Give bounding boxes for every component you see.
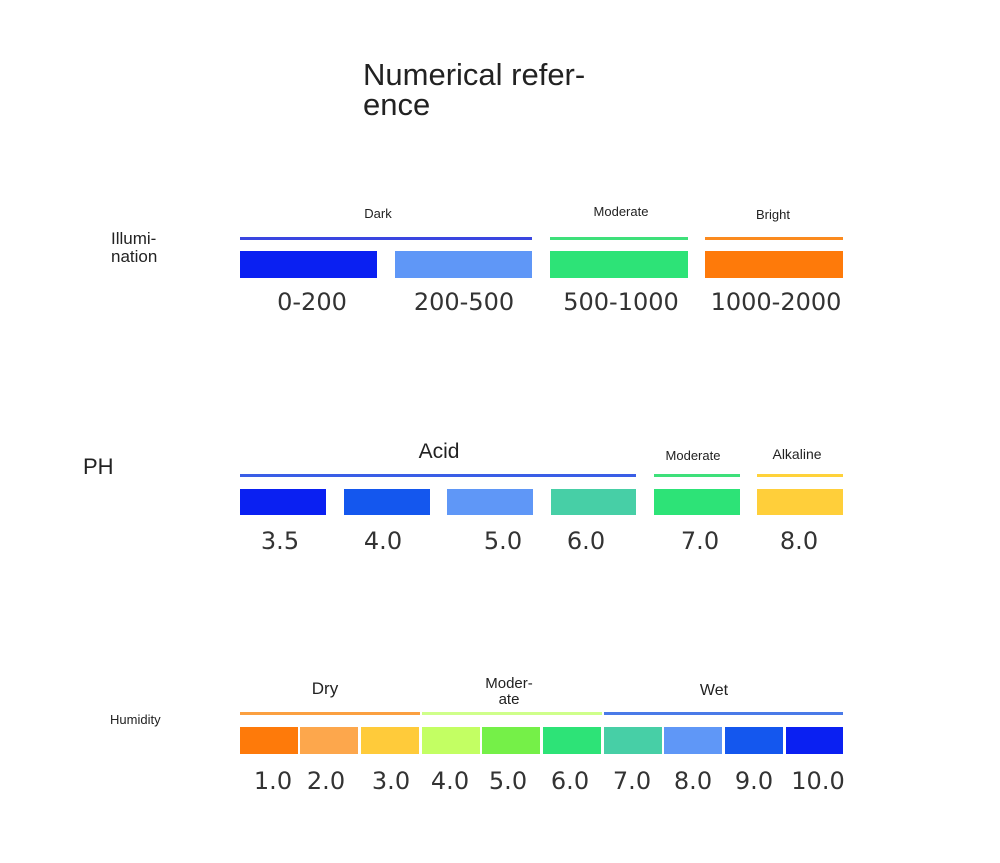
ph-value-label: 3.5 (260, 527, 300, 555)
humidity-group-label: Dry (311, 679, 339, 698)
humidity-label: Humidity (110, 712, 161, 727)
humidity-color-swatch (543, 727, 601, 754)
humidity-color-swatch (361, 727, 419, 754)
humidity-color-swatch (786, 727, 843, 754)
illumination-label: Illumi- nation (111, 229, 158, 266)
ph-color-swatch (240, 489, 326, 515)
ph-color-swatch (551, 489, 636, 515)
illumination-value-label: 200-500 (413, 288, 515, 316)
illumination-group-line (550, 237, 688, 240)
humidity-group-line (604, 712, 843, 715)
illumination-group-label: Bright (756, 207, 790, 222)
ph-color-swatch (447, 489, 533, 515)
illumination-color-swatch (395, 251, 532, 278)
illumination-color-swatch (550, 251, 688, 278)
ph-group-label: Moderate (665, 448, 721, 463)
humidity-color-swatch (300, 727, 358, 754)
ph-group-label: Alkaline (772, 446, 822, 462)
illumination-color-swatch (705, 251, 843, 278)
ph-group-line (757, 474, 843, 477)
humidity-color-swatch (725, 727, 783, 754)
ph-value-label: 8.0 (779, 527, 819, 555)
ph-group-line (240, 474, 636, 477)
humidity-value-label: 10.0 (791, 767, 845, 795)
humidity-group-label: Wet (699, 682, 729, 699)
ph-color-swatch (654, 489, 740, 515)
illumination-value-label: 0-200 (277, 288, 347, 316)
humidity-value-label: 5.0 (488, 767, 528, 795)
ph-label: PH (83, 454, 114, 479)
humidity-group-line (422, 712, 602, 715)
humidity-value-label: 3.0 (371, 767, 411, 795)
humidity-color-swatch (604, 727, 662, 754)
humidity-color-swatch (482, 727, 540, 754)
humidity-group-label: Moder- ate (485, 675, 533, 708)
illumination-group-label: Moderate (593, 204, 649, 219)
illumination-value-label: 500-1000 (563, 288, 679, 316)
ph-value-label: 7.0 (680, 527, 720, 555)
ph-color-swatch (757, 489, 843, 515)
ph-value-label: 6.0 (566, 527, 606, 555)
illumination-group-line (705, 237, 843, 240)
ph-value-label: 5.0 (483, 527, 523, 555)
humidity-value-label: 6.0 (550, 767, 590, 795)
humidity-color-swatch (664, 727, 722, 754)
humidity-color-swatch (422, 727, 480, 754)
illumination-group-line (240, 237, 532, 240)
illumination-group-label: Dark (364, 206, 392, 221)
ph-group-label: Acid (418, 440, 460, 463)
humidity-value-label: 2.0 (306, 767, 346, 795)
humidity-color-swatch (240, 727, 298, 754)
humidity-value-label: 4.0 (430, 767, 470, 795)
humidity-value-label: 7.0 (612, 767, 652, 795)
ph-group-line (654, 474, 740, 477)
humidity-value-label: 1.0 (253, 767, 293, 795)
humidity-group-line (240, 712, 420, 715)
illumination-color-swatch (240, 251, 377, 278)
humidity-value-label: 9.0 (734, 767, 774, 795)
illumination-value-label: 1000-2000 (710, 288, 842, 316)
humidity-value-label: 8.0 (673, 767, 713, 795)
ph-color-swatch (344, 489, 430, 515)
page-title: Numerical refer- ence (363, 57, 586, 122)
ph-value-label: 4.0 (363, 527, 403, 555)
